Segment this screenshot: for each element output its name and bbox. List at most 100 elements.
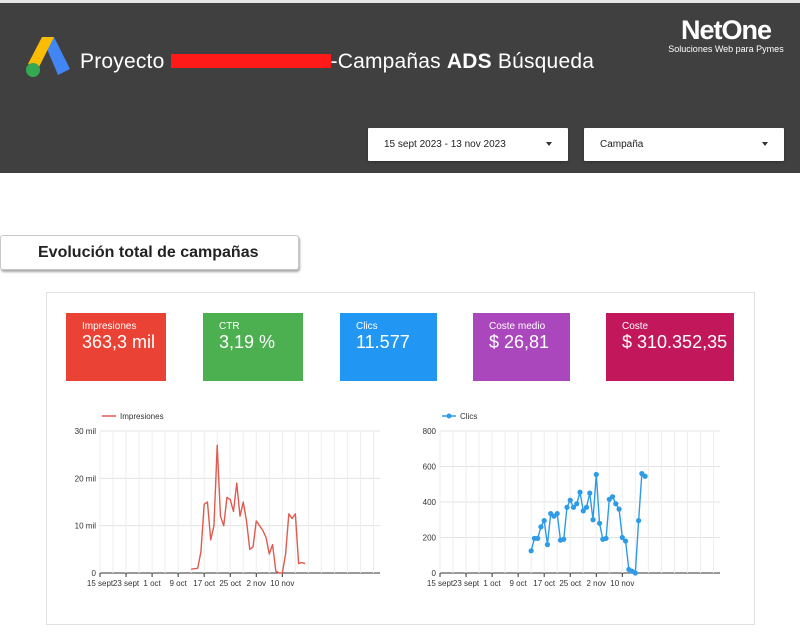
kpi-value: $ 26,81 [489, 332, 550, 352]
report-header: Proyecto -Campañas ADS Búsqueda NetOne S… [0, 0, 800, 173]
google-ads-logo-shapes [26, 37, 70, 77]
clics-data-point [570, 504, 577, 510]
ads-logo-yellow-bar [28, 37, 54, 69]
impresiones-x-tick-label: 17 oct [193, 579, 216, 588]
report-title: Proyecto -Campañas ADS Búsqueda [80, 50, 594, 74]
clics-data-point [574, 501, 580, 507]
header-top-strip [0, 0, 800, 3]
clics-y-tick-label: 400 [423, 498, 437, 507]
title-prefix: Proyecto [80, 50, 171, 73]
chevron-down-icon [762, 142, 768, 146]
date-range-dropdown[interactable]: 15 sept 2023 - 13 nov 2023 [368, 128, 568, 161]
clics-data-point [564, 504, 570, 510]
clics-legend-marker [446, 413, 452, 419]
clics-y-tick-label: 600 [423, 463, 437, 472]
kpi-value: $ 310.352,35 [622, 332, 728, 352]
kpi-label: CTR [219, 321, 240, 332]
kpi-label: Clics [356, 321, 378, 332]
clics-x-tick-label: 9 oct [509, 579, 527, 588]
chevron-down-icon [546, 142, 552, 146]
impresiones-chart-svg: Impresiones 0 10 mil 20 mil 30 mil 15 sept 23 … [75, 412, 380, 588]
title-tail: Búsqueda [491, 50, 595, 73]
impresiones-y-tick-label: 30 mil [75, 427, 97, 436]
impresiones-x-tick-label: 23 sept [113, 579, 140, 588]
clics-x-tick-label: 1 oct [483, 579, 501, 588]
date-range-value: 15 sept 2023 - 13 nov 2023 [384, 139, 506, 150]
kpi-value: 11.577 [356, 332, 410, 352]
clics-data-point [541, 518, 547, 524]
clics-legend-label: Clics [460, 412, 477, 421]
clics-data-point [622, 538, 629, 544]
brand-name: NetOne [680, 15, 772, 45]
clics-chart-svg: Clics 0 200 400 600 800 15 sept 23 sept 1 oct 9 o… [423, 412, 720, 588]
ads-logo-green-dot [26, 63, 40, 77]
clics-data-point [632, 570, 638, 576]
title-suffix: -Campañas [330, 50, 447, 73]
campaign-filter-dropdown[interactable]: Campaña [584, 128, 784, 161]
clics-data-point [596, 520, 603, 526]
impresiones-x-tick-label: 10 nov [270, 579, 294, 588]
clics-data-point [544, 542, 551, 548]
redacted-client-name [170, 53, 331, 68]
kpi-value: 3,19 % [219, 332, 276, 352]
clics-data-point [609, 494, 616, 500]
kpi-value: 363,3 mil [82, 332, 156, 352]
clics-data-point [538, 524, 544, 530]
clics-data-point [528, 548, 534, 554]
impresiones-y-tick-label: 10 mil [75, 522, 97, 531]
kpi-card-clics[interactable]: Clics 11.577 [340, 313, 437, 381]
clics-data-point [554, 510, 560, 517]
clics-x-tick-label: 10 nov [610, 579, 634, 588]
clics-y-tick-label: 800 [423, 427, 437, 436]
impresiones-y-tick-label: 20 mil [75, 474, 97, 483]
impresiones-y-tick-label: 0 [92, 569, 97, 578]
impresiones-x-tick-label: 25 oct [219, 579, 242, 588]
clics-x-tick-label: 17 oct [533, 579, 556, 588]
clics-x-tick-label: 23 sept [453, 579, 480, 588]
clics-line-chart[interactable]: Clics 0 200 400 600 800 15 sept 23 sept 1 oct 9 o… [400, 400, 730, 592]
clics-data-point [593, 471, 599, 478]
clics-data-point [616, 506, 622, 512]
clics-data-point [619, 534, 625, 541]
clics-x-tick-label: 15 sept [427, 579, 454, 588]
clics-data-point [580, 508, 586, 514]
kpi-card-impresiones[interactable]: Impresiones 363,3 mil [66, 313, 166, 381]
impresiones-line-chart[interactable]: Impresiones 0 10 mil 20 mil 30 mil 15 sept 23 … [60, 400, 390, 592]
impresiones-x-tick-label: 2 nov [246, 579, 266, 588]
clics-x-tick-label: 25 oct [559, 579, 582, 588]
kpi-label: Coste [622, 321, 649, 332]
campaign-filter-value: Campaña [600, 139, 644, 150]
clics-data-point [577, 489, 583, 495]
impresiones-x-tick-label: 9 oct [169, 579, 187, 588]
google-ads-logo-icon [26, 37, 70, 77]
brand-tagline: Soluciones Web para Pymes [668, 44, 784, 54]
clics-x-tick-label: 2 nov [586, 579, 606, 588]
impresiones-legend-label: Impresiones [120, 412, 164, 421]
clics-y-tick-label: 0 [432, 569, 437, 578]
section-title-box: Evolución total de campañas [0, 235, 299, 270]
kpi-card-coste-medio[interactable]: Coste medio $ 26,81 [473, 313, 570, 381]
kpi-card-ctr[interactable]: CTR 3,19 % [203, 313, 303, 381]
title-bold-ads: ADS [446, 50, 492, 73]
clics-data-point [603, 535, 609, 541]
clics-series-line [530, 472, 646, 574]
clics-data-point [642, 473, 648, 479]
impresiones-series-line [191, 444, 306, 574]
impresiones-x-tick-label: 15 sept [87, 579, 114, 588]
clics-data-point [535, 535, 541, 541]
clics-data-point [567, 497, 573, 503]
clics-data-point [587, 490, 593, 496]
clics-y-tick-label: 200 [423, 534, 437, 543]
brand-logo: NetOne Soluciones Web para Pymes [664, 16, 788, 55]
clics-data-point [583, 504, 590, 510]
clics-data-point [636, 518, 642, 524]
kpi-card-coste[interactable]: Coste $ 310.352,35 [606, 313, 734, 381]
kpi-label: Coste medio [489, 321, 546, 332]
clics-data-point [590, 517, 596, 523]
kpi-label: Impresiones [82, 321, 137, 332]
impresiones-x-tick-label: 1 oct [143, 579, 161, 588]
clics-data-point [613, 501, 619, 507]
clics-data-point [561, 536, 567, 542]
section-title: Evolución total de campañas [38, 244, 259, 261]
